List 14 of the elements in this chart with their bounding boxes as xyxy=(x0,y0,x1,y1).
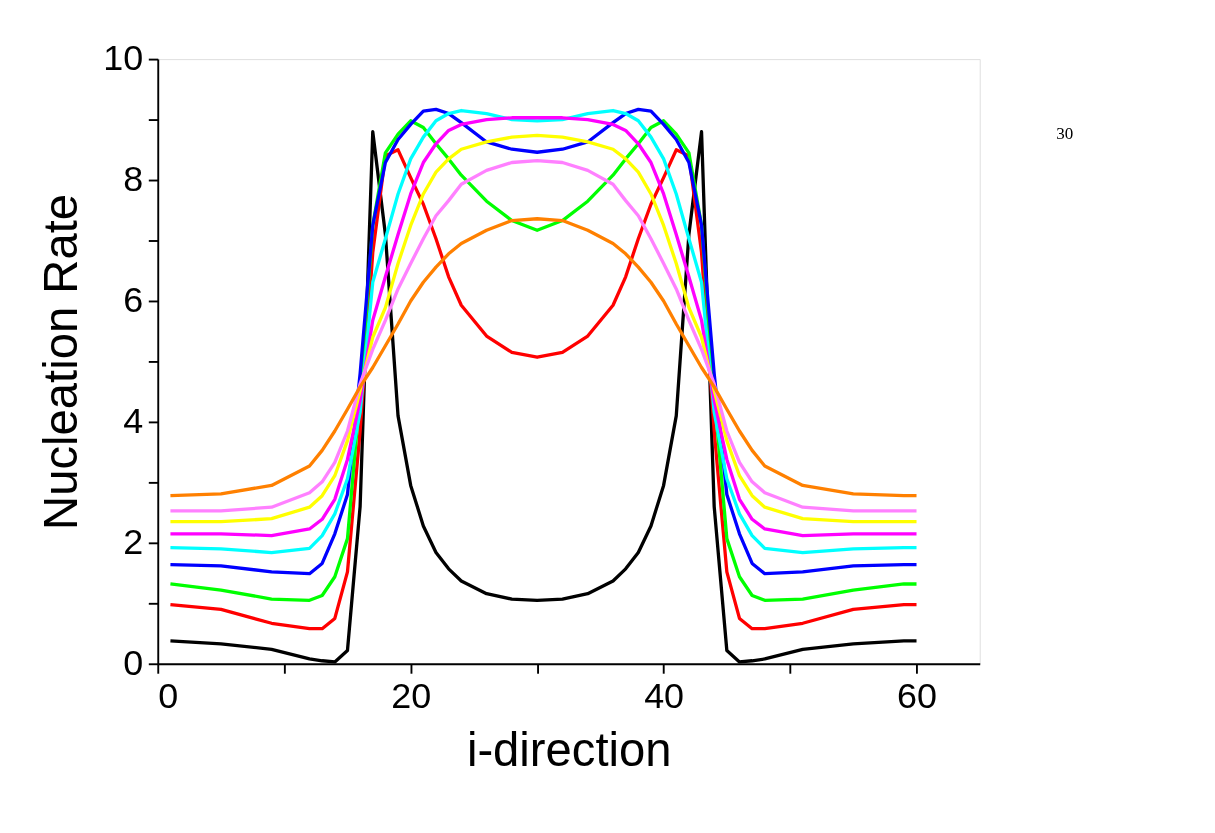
x-tick-label: 0 xyxy=(158,675,179,716)
x-tick-label: 40 xyxy=(644,675,685,716)
line-series xyxy=(168,217,919,498)
y-tick-label: 0 xyxy=(123,642,144,683)
text: 30 xyxy=(1056,124,1074,144)
x-tick-label: 60 xyxy=(897,675,937,716)
x-axis-title: i-direction xyxy=(466,723,672,777)
y-tick-label: 8 xyxy=(123,158,144,199)
y-tick-label: 2 xyxy=(123,521,144,562)
y-axis-title: Nucleation Rate xyxy=(33,193,87,530)
x-tick-label: 20 xyxy=(391,675,432,716)
y-tick-label: 10 xyxy=(103,37,144,78)
y-tick-label: 6 xyxy=(123,279,144,320)
y-tick-label: 4 xyxy=(123,400,144,441)
